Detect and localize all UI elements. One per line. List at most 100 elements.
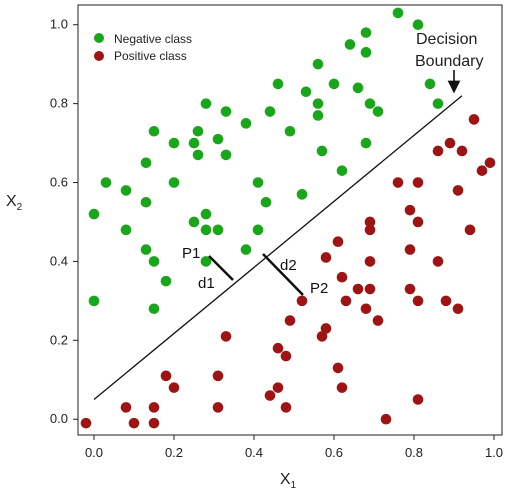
negative-point: [392, 7, 404, 19]
y-axis-label: X2: [6, 193, 23, 213]
negative-point: [200, 224, 212, 236]
negative-point: [372, 106, 384, 117]
positive-point: [372, 315, 384, 326]
negative-point: [200, 208, 212, 220]
negative-point: [168, 137, 180, 149]
positive-point: [212, 370, 224, 382]
d1-label: d1: [198, 275, 215, 292]
negative-point: [220, 106, 232, 117]
x-tick-label: 0.4: [245, 445, 263, 460]
negative-point: [312, 98, 324, 109]
negative-point: [352, 82, 364, 94]
positive-point: [452, 303, 464, 315]
d1-segment: [208, 255, 234, 281]
positive-point: [456, 145, 468, 157]
negative-point: [188, 137, 200, 149]
positive-point: [468, 114, 480, 125]
data-points: [80, 7, 496, 429]
negative-point: [264, 106, 276, 117]
negative-point: [148, 256, 160, 267]
negative-point: [252, 224, 264, 236]
legend-positive-marker: [94, 51, 104, 61]
negative-point: [360, 47, 372, 58]
negative-point: [432, 98, 444, 109]
positive-point: [332, 236, 344, 247]
x-axis-ticks: 0.0 0.2 0.4 0.6 0.8 1.0: [85, 435, 503, 460]
negative-point: [412, 19, 424, 31]
positive-point: [168, 382, 180, 393]
positive-point: [404, 244, 416, 255]
negative-point: [300, 86, 312, 98]
positive-point: [444, 137, 456, 149]
positive-point: [412, 216, 424, 228]
negative-point: [360, 27, 372, 38]
positive-point: [280, 402, 292, 413]
negative-point: [312, 58, 324, 70]
positive-point: [316, 331, 328, 342]
y-tick-label: 0.2: [50, 332, 68, 347]
negative-point: [220, 149, 232, 161]
decision-boundary-line: [93, 95, 463, 400]
x-tick-label: 0.2: [165, 445, 183, 460]
positive-point: [440, 295, 452, 307]
plot-frame: [77, 4, 503, 436]
positive-point: [320, 252, 332, 263]
negative-point: [160, 275, 172, 287]
negative-point: [120, 224, 132, 236]
negative-point: [88, 295, 100, 307]
positive-point: [364, 283, 376, 295]
positive-point: [412, 295, 424, 307]
negative-point: [252, 177, 264, 188]
negative-point: [212, 133, 224, 145]
negative-point: [148, 125, 160, 137]
negative-point: [284, 125, 296, 137]
x-tick-label: 0.8: [405, 445, 423, 460]
positive-point: [272, 382, 284, 393]
negative-point: [140, 157, 152, 169]
negative-point: [240, 244, 252, 255]
negative-point: [316, 145, 328, 157]
positive-point: [364, 216, 376, 228]
positive-point: [432, 145, 444, 157]
positive-point: [452, 185, 464, 196]
legend-negative-marker: [94, 33, 104, 43]
positive-point: [332, 362, 344, 374]
positive-point: [464, 224, 476, 236]
legend-positive-label: Positive class: [114, 49, 187, 63]
negative-point: [192, 149, 204, 161]
positive-point: [120, 402, 132, 413]
positive-point: [320, 323, 332, 334]
y-tick-label: 0.8: [50, 96, 68, 111]
y-tick-label: 0.6: [50, 175, 68, 190]
d2-segment: [262, 253, 304, 296]
positive-point: [404, 283, 416, 295]
negative-point: [240, 118, 252, 129]
positive-point: [280, 350, 292, 362]
negative-point: [272, 78, 284, 90]
positive-point: [476, 165, 488, 176]
positive-point: [360, 303, 372, 315]
positive-point: [484, 157, 496, 169]
positive-point: [296, 295, 308, 307]
d2-label: d2: [280, 257, 297, 274]
positive-point: [148, 417, 160, 429]
negative-point: [88, 208, 100, 220]
negative-point: [140, 196, 152, 208]
p1-label: P1: [182, 245, 200, 262]
negative-point: [200, 98, 212, 109]
positive-point: [336, 382, 348, 393]
x-tick-label: 0.6: [325, 445, 343, 460]
positive-point: [160, 370, 172, 382]
positive-point: [432, 256, 444, 267]
x-tick-label: 1.0: [485, 445, 503, 460]
negative-point: [200, 256, 212, 267]
positive-point: [352, 283, 364, 295]
negative-point: [328, 78, 340, 90]
negative-point: [364, 98, 376, 109]
positive-point: [80, 417, 92, 429]
negative-point: [168, 177, 180, 188]
positive-point: [404, 204, 416, 216]
positive-point: [284, 315, 296, 326]
negative-point: [344, 39, 356, 50]
negative-point: [424, 78, 436, 90]
